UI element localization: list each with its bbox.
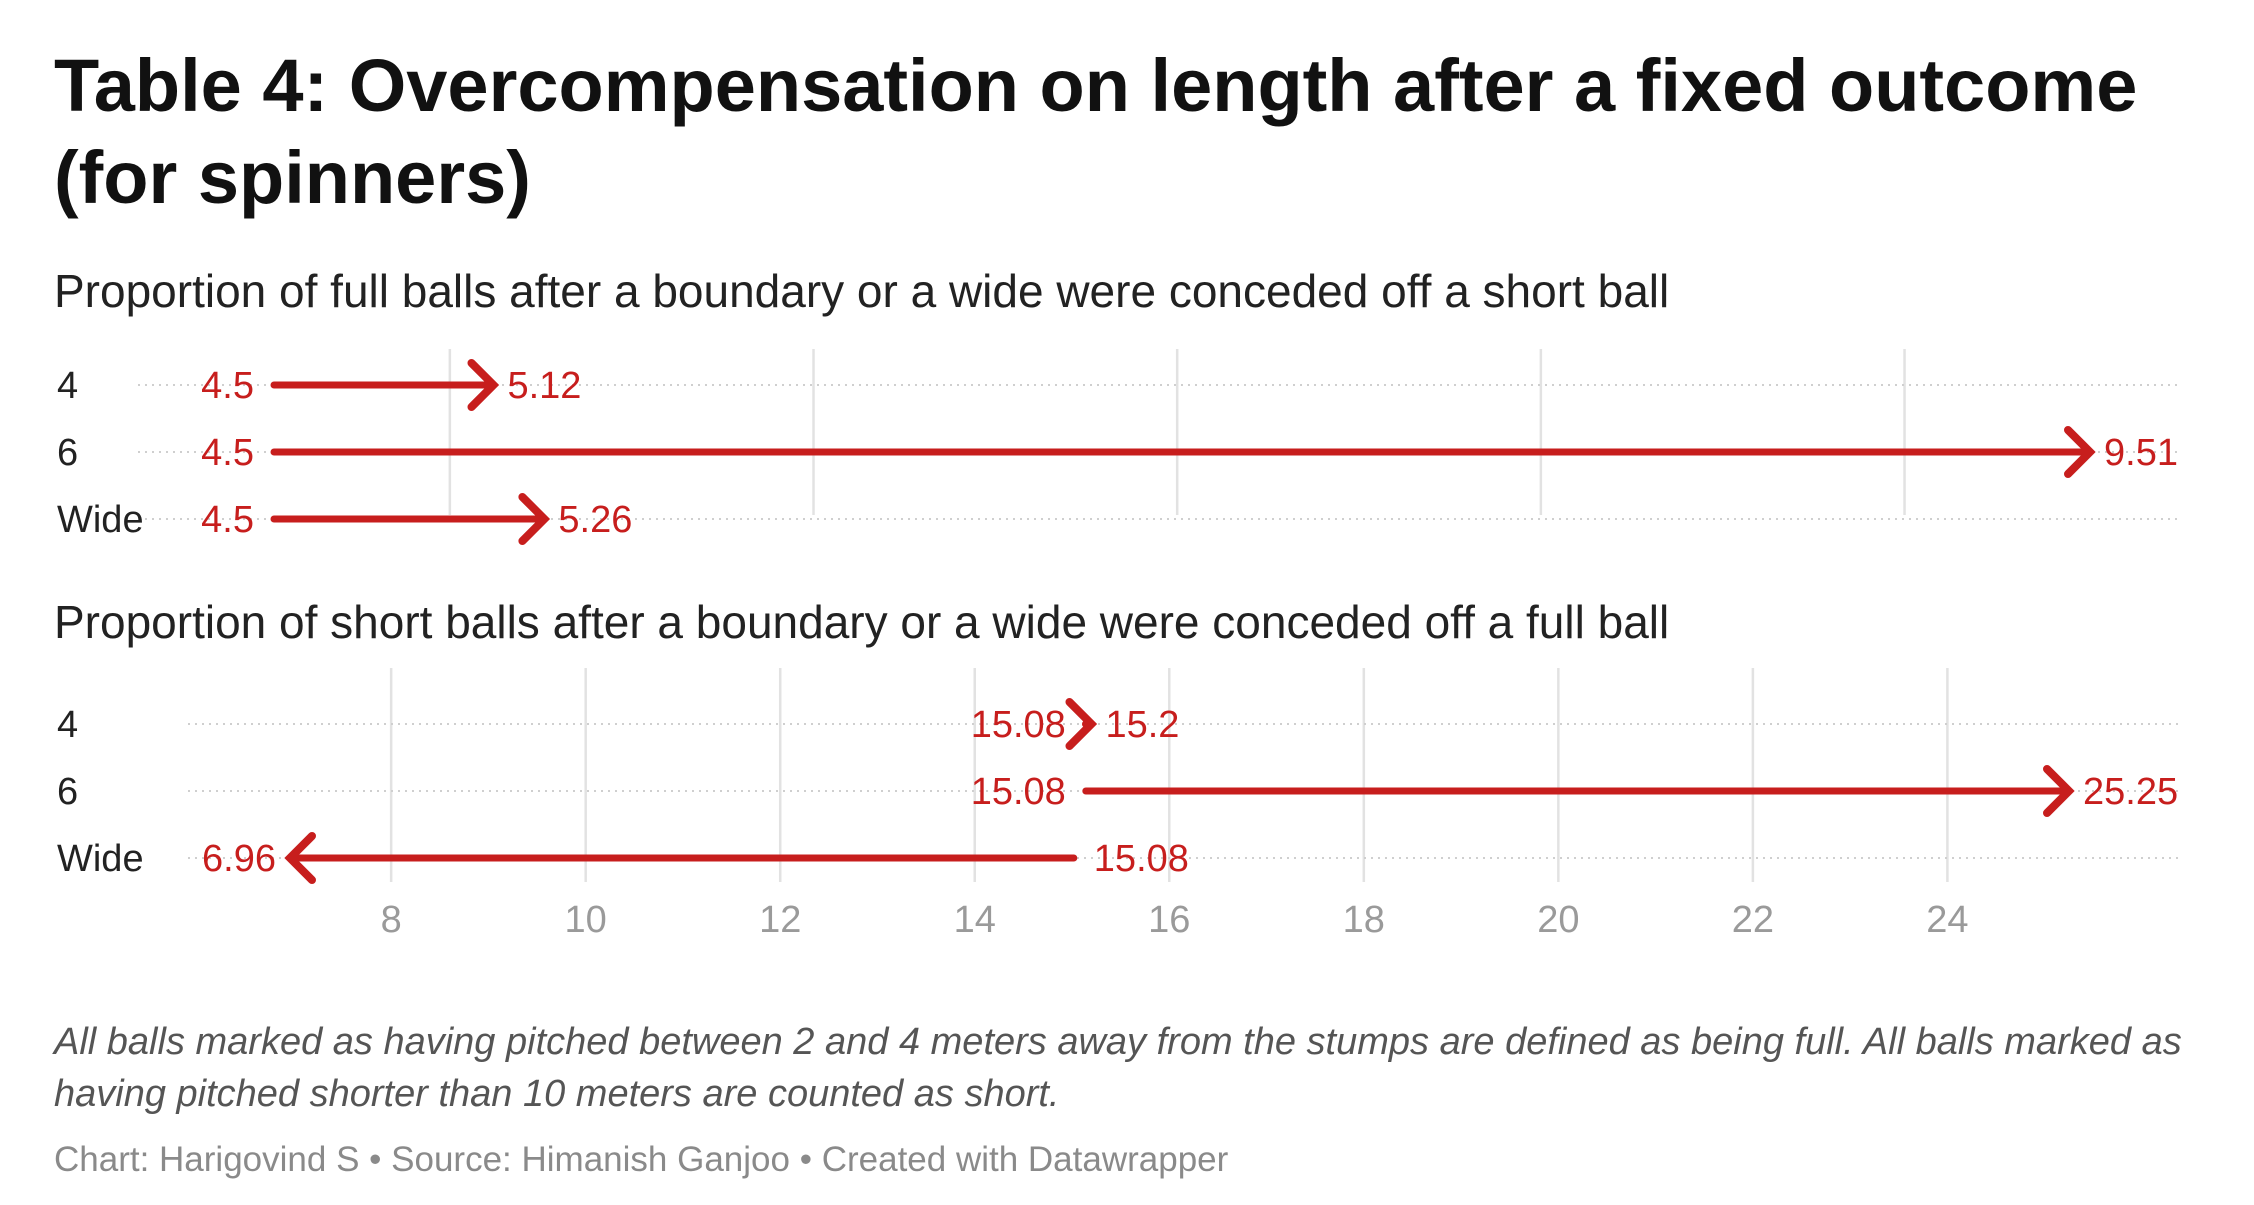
footer-separator: • bbox=[799, 1140, 812, 1179]
row-label: 6 bbox=[57, 432, 78, 474]
start-value-label: 15.08 bbox=[971, 771, 1066, 813]
chart-panel-short-balls: Proportion of short balls after a bounda… bbox=[0, 594, 2254, 994]
arrow-chart-short-balls: 8 10 12 14 16 18 20 22 24 4 15.08 15.2 6 15.08 25.25 Wi… bbox=[57, 668, 2182, 941]
chart-panel-full-balls: Proportion of full balls after a boundar… bbox=[0, 255, 2254, 555]
end-value-label: 6.96 bbox=[202, 838, 276, 880]
x-tick-label: 24 bbox=[1926, 899, 1968, 941]
end-value-label: 9.51 bbox=[2104, 432, 2178, 474]
start-value-label: 15.08 bbox=[1094, 838, 1189, 880]
row-label: Wide bbox=[57, 838, 144, 880]
arrow-head bbox=[2043, 765, 2075, 817]
x-tick-label: 8 bbox=[381, 899, 402, 941]
start-value-label: 4.5 bbox=[201, 432, 254, 474]
arrow-head bbox=[284, 832, 316, 884]
chart-footer: Chart: Harigovind S • Source: Himanish G… bbox=[54, 1137, 1228, 1183]
row-label: 4 bbox=[57, 704, 78, 746]
row-label: Wide bbox=[57, 499, 144, 541]
footer-separator: • bbox=[369, 1140, 382, 1179]
arrow-head bbox=[518, 493, 551, 545]
panel-title-full-balls: Proportion of full balls after a boundar… bbox=[54, 265, 1670, 317]
end-value-label: 5.26 bbox=[558, 499, 632, 541]
row-label: 4 bbox=[57, 365, 78, 407]
chart-title: Table 4: Overcompensation on length afte… bbox=[54, 44, 2138, 219]
start-value-label: 4.5 bbox=[201, 499, 254, 541]
start-value-label: 4.5 bbox=[201, 365, 254, 407]
x-tick-label: 22 bbox=[1732, 899, 1774, 941]
tool-credit: Created with Datawrapper bbox=[821, 1140, 1229, 1179]
start-value-label: 15.08 bbox=[971, 704, 1066, 746]
x-tick-label: 16 bbox=[1148, 899, 1190, 941]
source-credit: Source: Himanish Ganjoo bbox=[391, 1140, 790, 1179]
chart-notes: All balls marked as having pitched betwe… bbox=[54, 1021, 2182, 1115]
end-value-label: 5.12 bbox=[507, 365, 581, 407]
arrow-head bbox=[1065, 698, 1098, 750]
x-tick-label: 12 bbox=[759, 899, 801, 941]
arrow-chart-full-balls: 4 4.5 5.12 6 4.5 9.51 Wide 4.5 5.26 bbox=[57, 349, 2182, 545]
end-value-label: 25.25 bbox=[2083, 771, 2178, 813]
x-tick-label: 20 bbox=[1537, 899, 1579, 941]
arrow-head bbox=[467, 359, 500, 411]
end-value-label: 15.2 bbox=[1105, 704, 1179, 746]
x-tick-label: 18 bbox=[1343, 899, 1385, 941]
x-tick-label: 10 bbox=[565, 899, 607, 941]
row-label: 6 bbox=[57, 771, 78, 813]
chart-credit: Chart: Harigovind S bbox=[54, 1140, 360, 1179]
x-tick-label: 14 bbox=[954, 899, 996, 941]
panel-title-short-balls: Proportion of short balls after a bounda… bbox=[54, 596, 1670, 648]
arrow-head bbox=[2064, 426, 2096, 478]
